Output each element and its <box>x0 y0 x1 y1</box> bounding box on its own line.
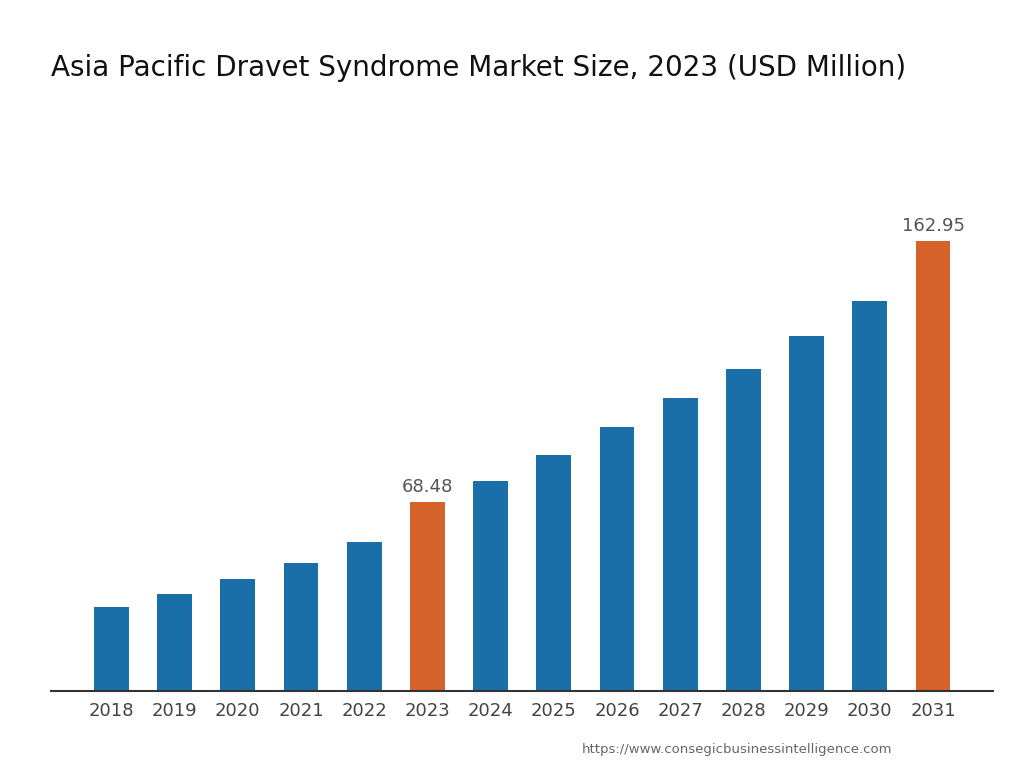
Bar <box>94 607 129 691</box>
Text: 162.95: 162.95 <box>901 217 965 235</box>
Bar <box>158 594 191 691</box>
Bar <box>853 301 887 691</box>
Text: Asia Pacific Dravet Syndrome Market Size, 2023 (USD Million): Asia Pacific Dravet Syndrome Market Size… <box>51 54 906 81</box>
Bar <box>915 240 950 691</box>
Bar <box>790 336 824 691</box>
Bar <box>284 563 318 691</box>
Bar <box>537 455 571 691</box>
Bar <box>347 542 382 691</box>
Bar <box>410 502 444 691</box>
Bar <box>473 481 508 691</box>
Bar <box>726 369 761 691</box>
Text: https://www.consegicbusinessintelligence.com: https://www.consegicbusinessintelligence… <box>582 743 893 756</box>
Text: 68.48: 68.48 <box>401 478 453 496</box>
Bar <box>663 398 697 691</box>
Bar <box>600 427 635 691</box>
Bar <box>220 579 255 691</box>
